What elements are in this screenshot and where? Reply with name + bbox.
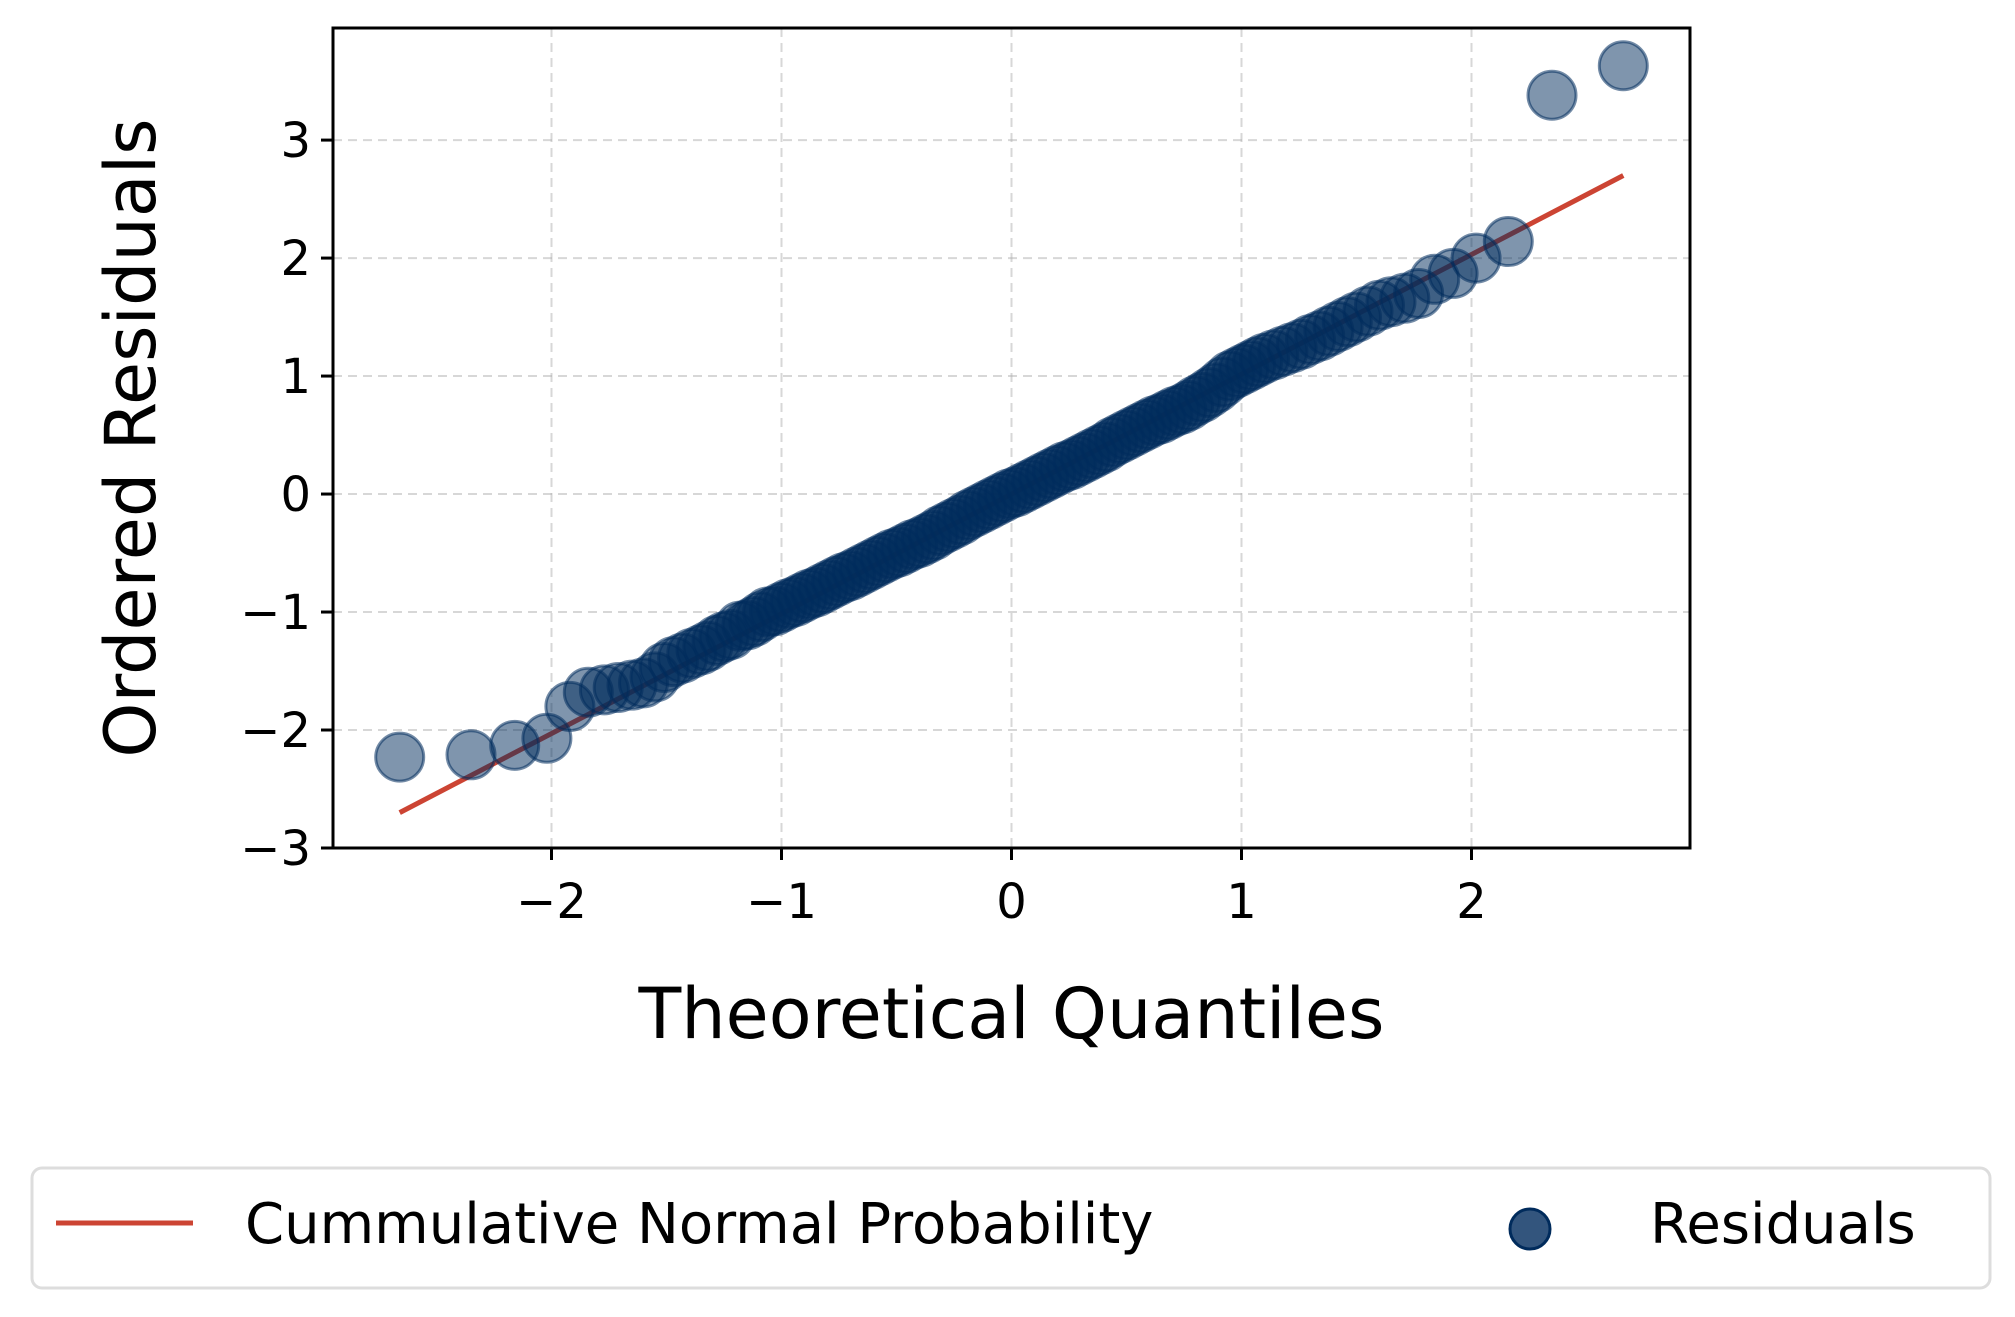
y-tick-label: −3 — [240, 821, 311, 877]
x-axis-label: Theoretical Quantiles — [638, 973, 1385, 1055]
legend-box — [30, 1166, 1992, 1290]
legend: Cummulative Normal Probability Residuals — [30, 1166, 1992, 1290]
x-tick-label: 2 — [1456, 874, 1487, 930]
y-axis-ticks: −3 −2 −1 0 1 2 3 — [240, 113, 333, 877]
legend-marker-swatch — [1508, 1207, 1552, 1251]
residual-point — [445, 729, 497, 781]
residual-point — [1526, 69, 1578, 121]
y-tick-label: 3 — [280, 113, 311, 169]
x-axis-ticks: −2 −1 0 1 2 — [516, 848, 1487, 930]
y-tick-label: 2 — [280, 231, 311, 287]
residual-point — [1597, 40, 1649, 92]
legend-label-cumulative-normal: Cummulative Normal Probability — [245, 1192, 1153, 1257]
x-tick-label: 1 — [1226, 874, 1257, 930]
residual-point — [1482, 216, 1534, 268]
y-tick-label: −1 — [240, 585, 311, 641]
residual-point — [374, 731, 426, 783]
y-axis-label: Ordered Residuals — [90, 118, 172, 757]
y-tick-label: −2 — [240, 703, 311, 759]
y-tick-label: 0 — [280, 467, 311, 523]
x-tick-label: −1 — [746, 874, 817, 930]
x-tick-label: −2 — [516, 874, 587, 930]
residual-points-layer — [374, 40, 1649, 783]
x-tick-label: 0 — [996, 874, 1027, 930]
legend-label-residuals: Residuals — [1650, 1192, 1916, 1257]
y-tick-label: 1 — [280, 349, 311, 405]
